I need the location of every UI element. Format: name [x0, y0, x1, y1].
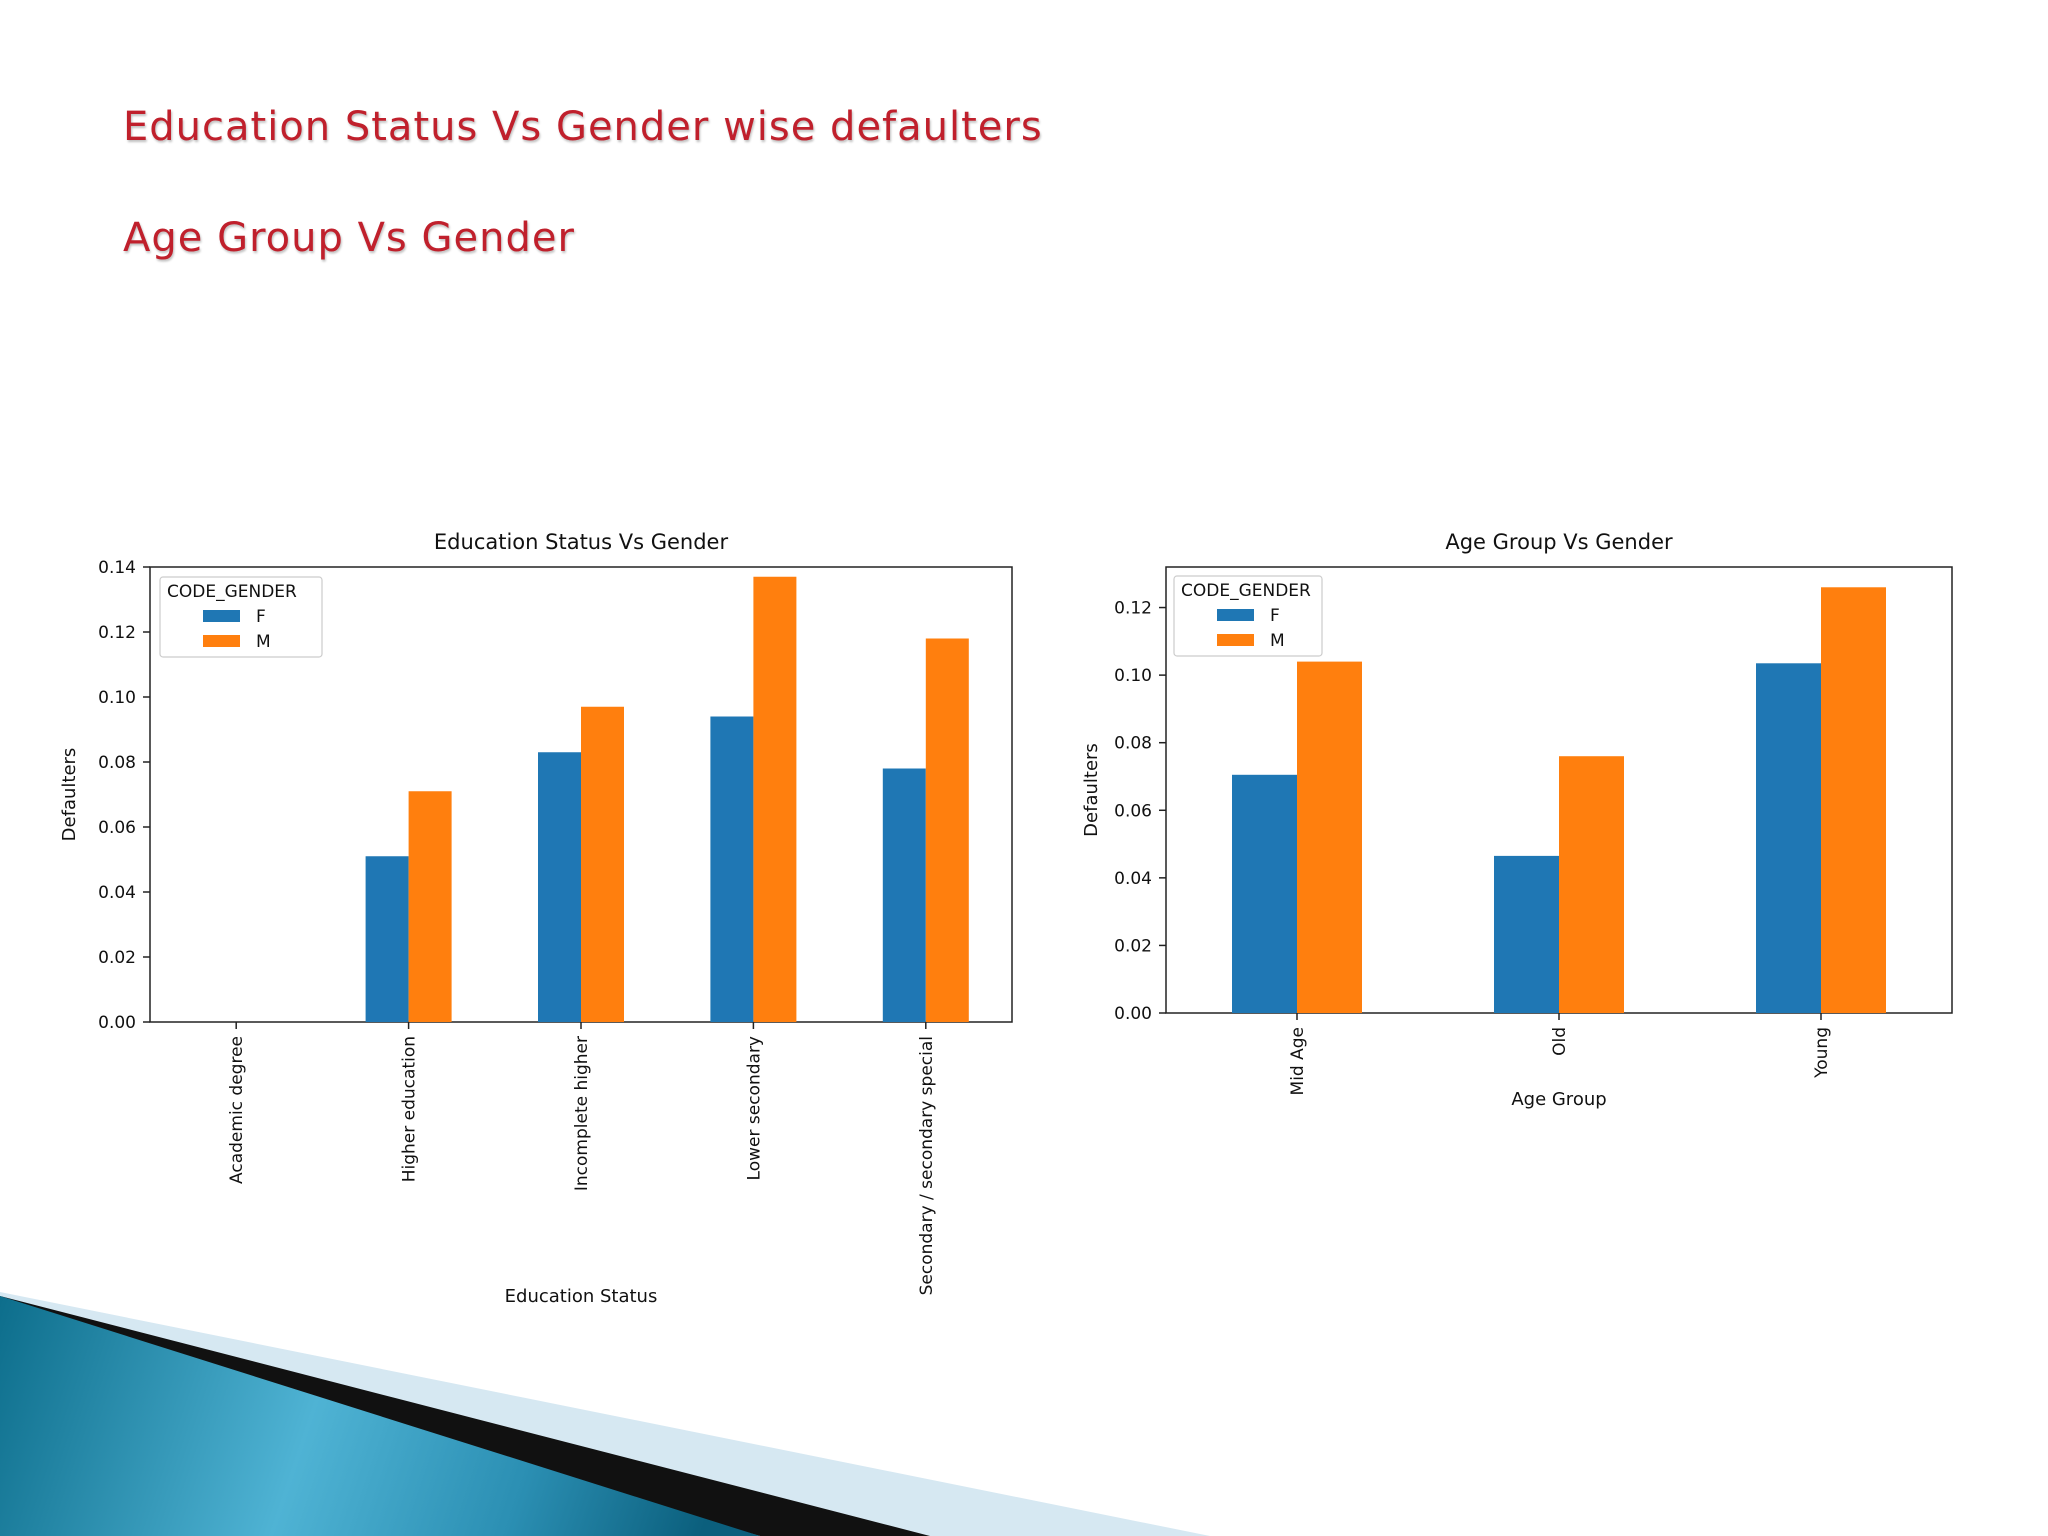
bar-M [1821, 587, 1886, 1013]
bar-F [1756, 663, 1821, 1013]
y-tick-label: 0.06 [98, 818, 136, 838]
x-tick-label: Young [1812, 1027, 1832, 1079]
bar-F [710, 716, 754, 1022]
legend-swatch-M [203, 635, 240, 647]
legend-swatch-F [1217, 609, 1254, 621]
legend-label-M: M [256, 632, 271, 652]
slide-heading-2: Age Group Vs Gender [123, 215, 575, 261]
bar-F [365, 856, 409, 1022]
legend-swatch-M [1217, 634, 1254, 646]
bar-F [882, 768, 926, 1022]
x-tick-label: Secondary / secondary special [917, 1036, 937, 1295]
legend-title: CODE_GENDER [167, 582, 297, 602]
y-tick-label: 0.02 [1114, 936, 1152, 956]
bar-M [925, 638, 969, 1022]
x-axis-label: Age Group [1511, 1089, 1606, 1110]
y-axis-label: Defaulters [1081, 743, 1102, 837]
y-tick-label: 0.06 [1114, 801, 1152, 821]
bar-M [408, 791, 452, 1022]
legend-label-F: F [1270, 606, 1280, 626]
x-tick-label: Mid Age [1288, 1027, 1308, 1095]
bar-M [753, 576, 797, 1022]
x-tick-label: Old [1550, 1027, 1570, 1056]
y-tick-label: 0.12 [98, 623, 136, 643]
slide-heading-1: Education Status Vs Gender wise defaulte… [123, 104, 1043, 150]
x-tick-label: Lower secondary [744, 1036, 764, 1180]
y-tick-label: 0.08 [98, 753, 136, 773]
bar-M [581, 706, 624, 1022]
legend-box [159, 576, 323, 658]
y-tick-label: 0.04 [1114, 869, 1152, 889]
y-tick-label: 0.08 [1114, 734, 1152, 754]
y-tick-label: 0.10 [98, 688, 136, 708]
y-tick-label: 0.02 [98, 948, 136, 968]
legend-label-M: M [1270, 631, 1285, 651]
bar-F [1232, 774, 1297, 1013]
bar-M [1559, 756, 1624, 1013]
legend-swatch-F [203, 610, 240, 622]
swoosh-dark-band [0, 1296, 930, 1536]
y-tick-label: 0.00 [98, 1013, 136, 1033]
legend-label-F: F [256, 607, 266, 627]
bar-F [1494, 855, 1559, 1013]
y-tick-label: 0.00 [1114, 1004, 1152, 1024]
x-tick-label: Incomplete higher [572, 1036, 592, 1191]
bar-F [538, 752, 581, 1022]
y-tick-label: 0.14 [98, 558, 136, 578]
y-tick-label: 0.12 [1114, 599, 1152, 619]
x-tick-label: Higher education [400, 1036, 420, 1182]
y-tick-label: 0.04 [98, 883, 136, 903]
chart-title: Age Group Vs Gender [1445, 530, 1673, 554]
y-axis-label: Defaulters [59, 748, 80, 842]
legend-title: CODE_GENDER [1181, 581, 1311, 601]
chart-title: Education Status Vs Gender [434, 530, 729, 554]
swoosh-pale-band [0, 1292, 1210, 1536]
swoosh-blue-band [0, 1296, 760, 1536]
bar-M [1297, 661, 1362, 1013]
x-tick-label: Academic degree [227, 1036, 247, 1184]
x-axis-label: Education Status [505, 1286, 658, 1307]
y-tick-label: 0.10 [1114, 666, 1152, 686]
